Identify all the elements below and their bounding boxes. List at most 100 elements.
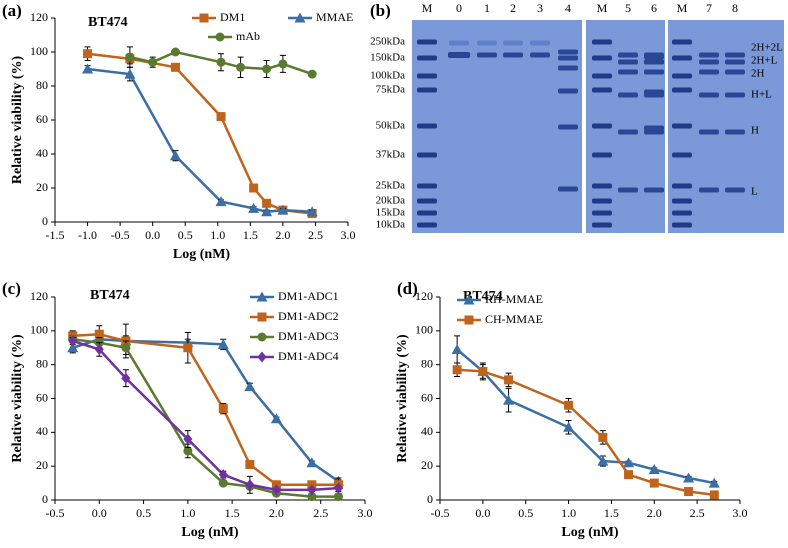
marker — [271, 484, 281, 496]
y-tick-label: 100 — [415, 323, 433, 337]
marker-label: 50kDa — [376, 120, 405, 132]
y-tick-label: 60 — [36, 112, 48, 126]
band — [699, 59, 719, 65]
marker — [218, 404, 228, 414]
band-label: 2H — [751, 68, 765, 80]
band — [558, 55, 578, 61]
marker — [307, 492, 317, 502]
band — [672, 55, 692, 61]
band — [477, 40, 497, 46]
band — [558, 124, 578, 130]
marker — [245, 479, 255, 491]
band — [417, 87, 437, 93]
y-tick-label: 20 — [421, 458, 433, 472]
marker — [261, 206, 273, 217]
y-tick-label: 0 — [42, 214, 48, 228]
marker — [504, 375, 514, 385]
band — [417, 210, 437, 216]
band — [725, 129, 745, 135]
x-tick-label: 2.5 — [308, 228, 323, 242]
marker — [216, 112, 226, 122]
y-axis-label: Relative viability (%) — [10, 334, 25, 463]
band — [672, 210, 692, 216]
y-tick-label: 20 — [36, 458, 48, 472]
x-tick-label: -1.5 — [46, 228, 65, 242]
lane-label: 1 — [484, 1, 490, 15]
lane-label: 0 — [456, 1, 462, 15]
marker — [94, 343, 104, 355]
series-line — [87, 67, 313, 214]
marker — [121, 343, 131, 353]
band — [417, 222, 437, 228]
marker — [684, 487, 694, 497]
band — [417, 73, 437, 79]
marker — [68, 335, 78, 347]
x-tick-label: 0.5 — [136, 506, 151, 520]
band — [558, 186, 578, 192]
band — [417, 55, 437, 61]
band — [417, 198, 437, 204]
band-label: H+L — [751, 89, 772, 101]
y-tick-label: 80 — [36, 78, 48, 92]
x-tick-label: 1.0 — [561, 506, 576, 520]
marker — [709, 490, 719, 500]
series — [451, 335, 720, 488]
marker — [270, 413, 282, 424]
band — [699, 69, 719, 75]
band — [618, 52, 638, 58]
lane-label: 3 — [537, 1, 543, 15]
legend-marker — [257, 332, 267, 342]
y-tick-label: 100 — [30, 323, 48, 337]
marker — [216, 57, 226, 67]
marker — [307, 69, 317, 79]
x-tick-label: -0.5 — [46, 506, 65, 520]
marker-label: 10kDa — [376, 219, 405, 231]
marker-label: 25kDa — [376, 180, 405, 192]
marker — [124, 68, 136, 79]
legend-marker — [215, 32, 225, 42]
band — [725, 69, 745, 75]
lane-label: 8 — [732, 1, 738, 15]
marker — [503, 394, 515, 405]
marker — [217, 338, 229, 349]
band — [644, 129, 664, 135]
band — [644, 89, 664, 95]
legend-marker — [256, 291, 268, 302]
marker — [649, 478, 659, 488]
legend-marker — [463, 294, 475, 305]
legend-marker — [464, 315, 474, 325]
marker — [170, 62, 180, 72]
marker — [248, 202, 260, 213]
band — [644, 187, 664, 193]
legend-label: MMAE — [316, 10, 353, 24]
x-tick-label: -1.0 — [78, 228, 97, 242]
marker — [121, 372, 131, 384]
series — [68, 335, 343, 496]
marker — [183, 433, 193, 445]
band — [449, 40, 469, 46]
x-tick-label: 1.5 — [225, 506, 240, 520]
marker — [82, 63, 94, 74]
marker — [277, 204, 289, 215]
band — [699, 92, 719, 98]
y-tick-label: 0 — [42, 492, 48, 506]
marker — [170, 47, 180, 57]
lane-label: 7 — [706, 1, 712, 15]
x-tick-label: 0.0 — [145, 228, 160, 242]
panel-label: (a) — [2, 1, 22, 20]
band — [592, 210, 612, 216]
marker — [451, 343, 463, 354]
marker — [245, 459, 255, 469]
band — [699, 129, 719, 135]
marker — [218, 469, 228, 481]
marker — [708, 477, 720, 488]
band — [592, 87, 612, 93]
band — [672, 73, 692, 79]
band — [592, 73, 612, 79]
y-tick-label: 100 — [30, 44, 48, 58]
marker — [478, 366, 488, 376]
band — [530, 40, 550, 46]
band — [672, 123, 692, 129]
y-tick-label: 60 — [421, 390, 433, 404]
band-label: 2H+L — [751, 55, 778, 67]
